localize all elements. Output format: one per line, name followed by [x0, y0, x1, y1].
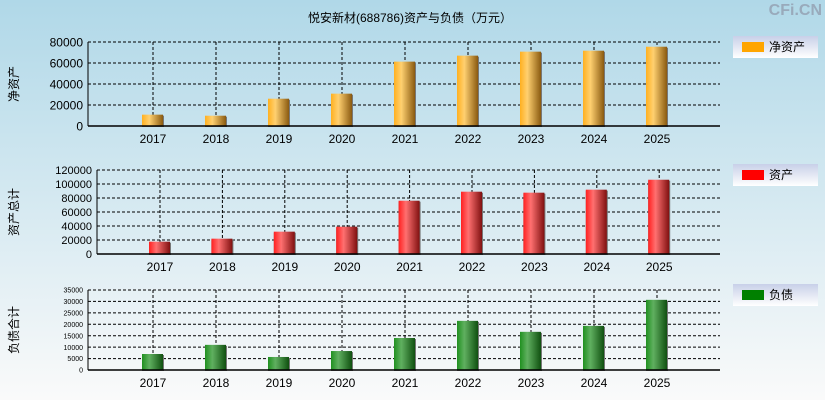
bar-2025 [646, 46, 667, 126]
x-tick-label: 2018 [203, 376, 230, 390]
bar-2018 [211, 238, 233, 254]
x-tick-label: 2019 [266, 132, 293, 146]
x-tick-label: 2024 [581, 376, 608, 390]
bar-2025 [646, 299, 667, 370]
bar-2020 [336, 226, 358, 254]
bar-2017 [142, 114, 163, 126]
bar-2024 [585, 189, 607, 254]
chart-title: 悦安新材(688786)资产与负债（万元） [308, 10, 512, 25]
x-tick-label: 2021 [396, 260, 423, 274]
x-tick-label: 2020 [334, 260, 361, 274]
y-tick-label: 60000 [50, 57, 84, 71]
bar-2019 [268, 98, 289, 126]
bar-2020 [331, 93, 352, 126]
y-tick-label: 100000 [55, 179, 92, 191]
bar-2017 [149, 241, 170, 254]
y-tick-label: 20000 [64, 322, 84, 329]
bar-2021 [394, 338, 415, 370]
y-tick-label: 0 [86, 249, 92, 261]
chart-panel-2: 0 5000 10000 15000 20000 25000 30000 35000 2017 2… [6, 284, 818, 390]
y-tick-label: 35000 [64, 288, 84, 295]
y-tick-label: 40000 [61, 221, 92, 233]
bar-2025 [648, 179, 670, 254]
bar-2020 [331, 351, 352, 370]
legend-label: 资产 [769, 168, 793, 182]
x-tick-label: 2022 [455, 132, 482, 146]
x-tick-label: 2020 [329, 376, 356, 390]
x-tick-label: 2021 [392, 376, 419, 390]
legend-box [733, 164, 818, 186]
chart-panel-1: 0 20000 40000 60000 80000 100000 120000 2017 201… [7, 164, 818, 274]
x-tick-label: 2018 [203, 132, 230, 146]
x-tick-label: 2023 [518, 376, 545, 390]
x-tick-label: 2017 [140, 376, 167, 390]
bar-2017 [142, 354, 163, 370]
x-tick-label: 2024 [583, 260, 610, 274]
y-tick-label: 10000 [64, 345, 84, 352]
y-tick-label: 60000 [61, 207, 92, 219]
x-tick-label: 2018 [209, 260, 236, 274]
x-tick-label: 2022 [459, 260, 486, 274]
y-tick-label: 0 [76, 120, 83, 134]
x-tick-label: 2023 [521, 260, 548, 274]
bar-2021 [394, 61, 415, 127]
x-tick-label: 2017 [140, 132, 167, 146]
chart-panel-0: 0 20000 40000 60000 80000 2017 2018 2019 2020 202… [7, 36, 818, 146]
bar-2018 [205, 344, 226, 370]
y-tick-label: 80000 [50, 36, 84, 50]
bar-2021 [398, 200, 420, 254]
y-tick-label: 120000 [55, 165, 92, 177]
watermark: CFi.CN [769, 2, 822, 19]
bar-2019 [273, 231, 295, 254]
y-tick-label: 5000 [67, 356, 83, 363]
x-tick-label: 2022 [455, 376, 482, 390]
y-tick-label: 25000 [64, 311, 84, 318]
x-tick-label: 2023 [518, 132, 545, 146]
y-axis-label: 资产总计 [7, 188, 21, 236]
y-tick-label: 20000 [50, 99, 84, 113]
y-axis-label: 净资产 [7, 66, 21, 102]
legend-label: 净资产 [769, 40, 805, 54]
bar-2019 [268, 356, 289, 370]
x-tick-label: 2025 [644, 376, 671, 390]
legend-swatch [742, 170, 764, 180]
y-tick-label: 30000 [64, 299, 84, 306]
bar-2024 [583, 325, 604, 370]
bar-2022 [457, 320, 478, 370]
y-tick-label: 80000 [61, 193, 92, 205]
y-tick-label: 40000 [50, 78, 84, 92]
bar-2018 [205, 115, 226, 126]
x-tick-label: 2017 [147, 260, 174, 274]
bar-2022 [457, 55, 478, 126]
x-tick-label: 2019 [271, 260, 298, 274]
bar-2023 [520, 331, 541, 370]
y-tick-label: 0 [79, 368, 83, 375]
legend-box [733, 36, 818, 58]
bar-2022 [461, 191, 482, 254]
legend-label: 负债 [769, 288, 793, 302]
y-axis-label: 负债合计 [6, 306, 21, 354]
legend-box [733, 284, 818, 306]
x-tick-label: 2020 [329, 132, 356, 146]
bar-2024 [583, 50, 604, 127]
x-tick-label: 2025 [646, 260, 673, 274]
bar-2023 [523, 192, 545, 254]
legend-swatch [742, 290, 764, 300]
y-tick-label: 15000 [64, 333, 84, 340]
x-tick-label: 2019 [266, 376, 293, 390]
x-tick-label: 2025 [644, 132, 671, 146]
x-tick-label: 2024 [581, 132, 608, 146]
bar-2023 [520, 51, 541, 126]
y-tick-label: 20000 [61, 235, 92, 247]
legend-swatch [742, 42, 764, 52]
x-tick-label: 2021 [392, 132, 419, 146]
